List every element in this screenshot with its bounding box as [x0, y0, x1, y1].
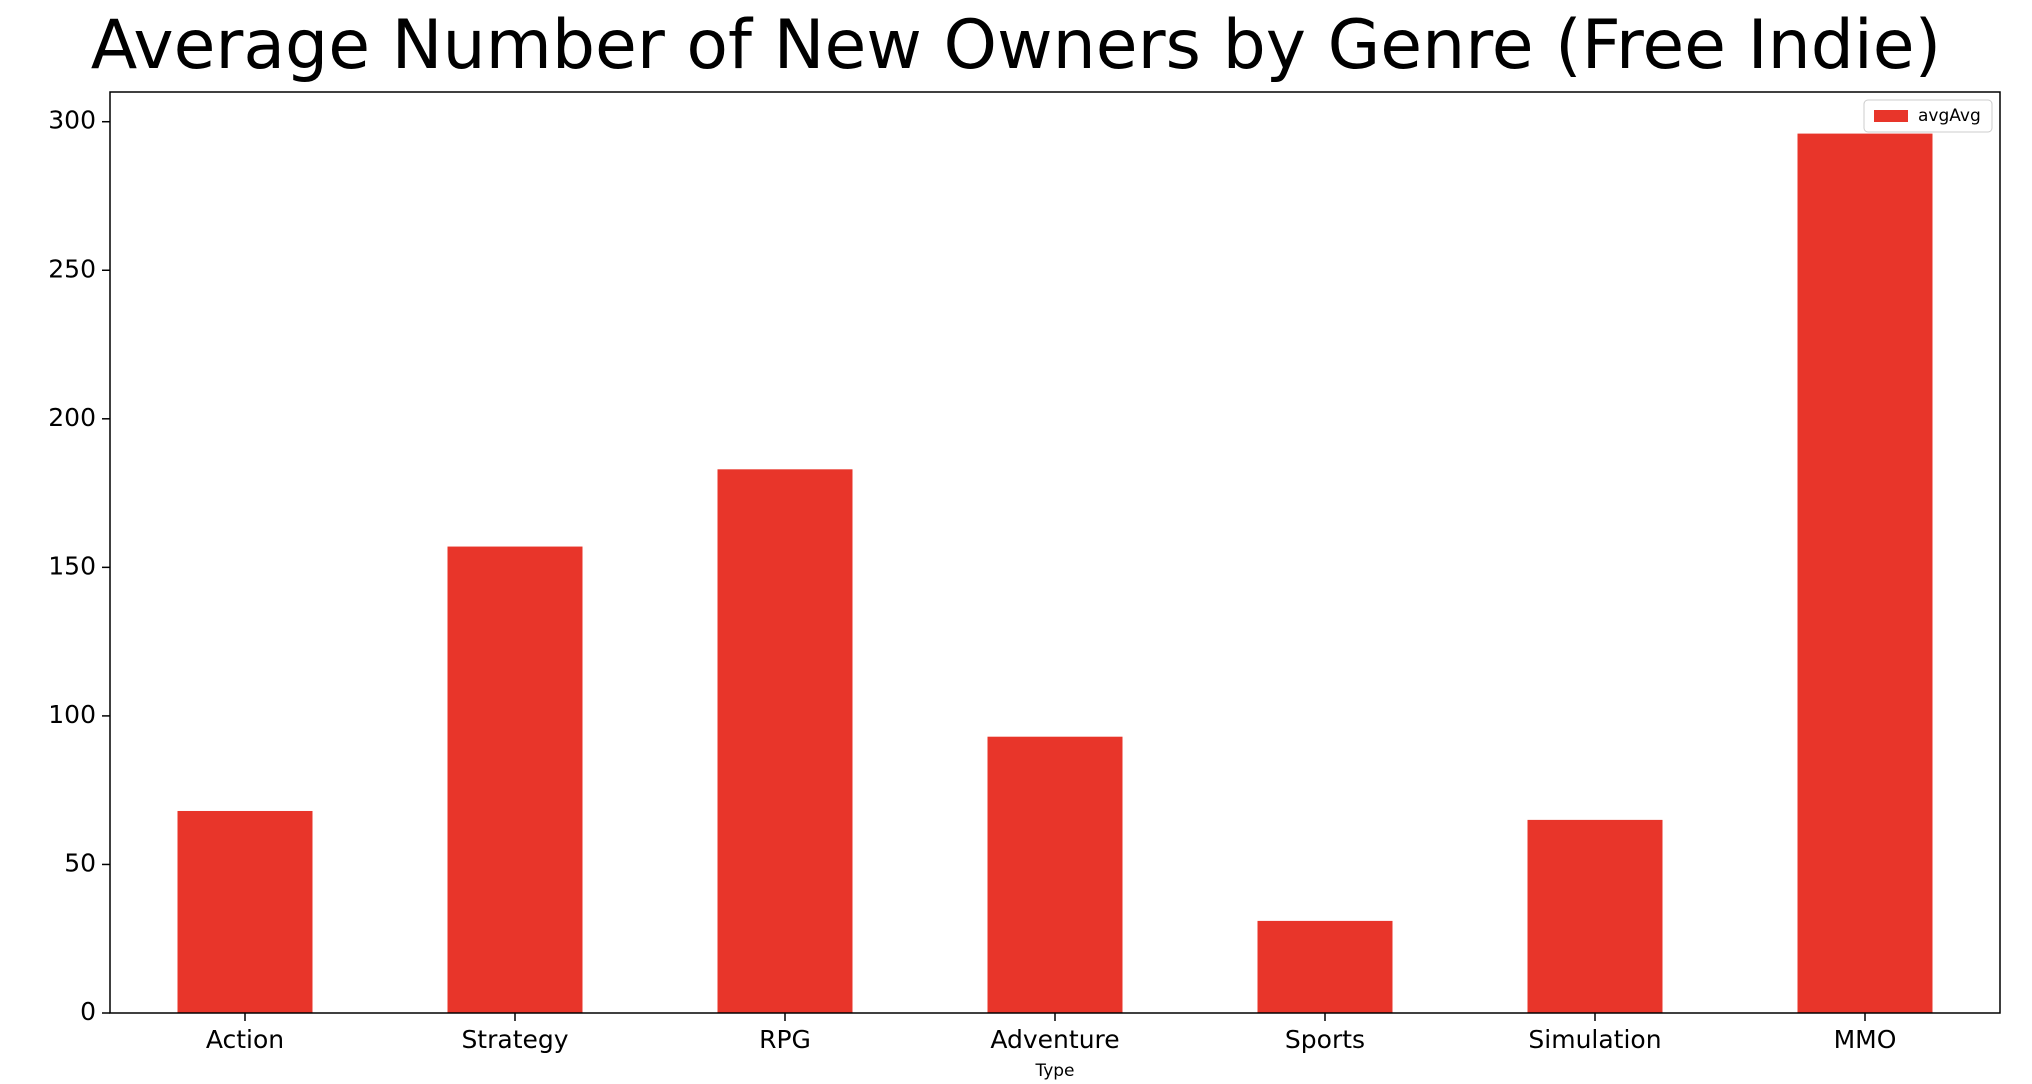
legend-swatch	[1874, 110, 1908, 122]
labels-layer: 0 50 100 150 200 250 300 Action Strategy RPG Adven…	[48, 106, 1896, 1081]
x-tick-label-adventure: Adventure	[990, 1025, 1119, 1054]
legend: avgAvg	[1863, 99, 1993, 133]
x-tick-label-rpg: RPG	[759, 1025, 811, 1054]
y-tick-label: 250	[48, 254, 96, 283]
legend-label: avgAvg	[1918, 106, 1981, 126]
bar-action	[177, 810, 313, 1013]
x-axis-label: Type	[1034, 1061, 1074, 1081]
x-tick-label-sports: Sports	[1285, 1025, 1365, 1054]
bar-rpg	[717, 469, 853, 1014]
legend-box	[1863, 99, 1993, 133]
bar-simulation	[1527, 819, 1663, 1013]
y-tick-label: 300	[48, 106, 96, 135]
y-tick-label: 50	[64, 848, 96, 877]
x-tick-label-action: Action	[206, 1025, 284, 1054]
y-tick-label: 150	[48, 551, 96, 580]
y-tick-label: 200	[48, 403, 96, 432]
x-tick-label-simulation: Simulation	[1528, 1025, 1661, 1054]
bar-adventure	[987, 736, 1123, 1013]
bars-layer	[177, 133, 1933, 1014]
y-tick-label: 100	[48, 700, 96, 729]
axes-layer	[102, 91, 2001, 1021]
bar-strategy	[447, 546, 583, 1013]
bar-mmo	[1797, 133, 1933, 1013]
chart-title: Average Number of New Owners by Genre (F…	[90, 6, 1942, 85]
bar-sports	[1257, 920, 1393, 1013]
x-tick-label-mmo: MMO	[1834, 1025, 1897, 1054]
y-tick-label: 0	[80, 997, 96, 1026]
x-tick-label-strategy: Strategy	[461, 1025, 568, 1054]
